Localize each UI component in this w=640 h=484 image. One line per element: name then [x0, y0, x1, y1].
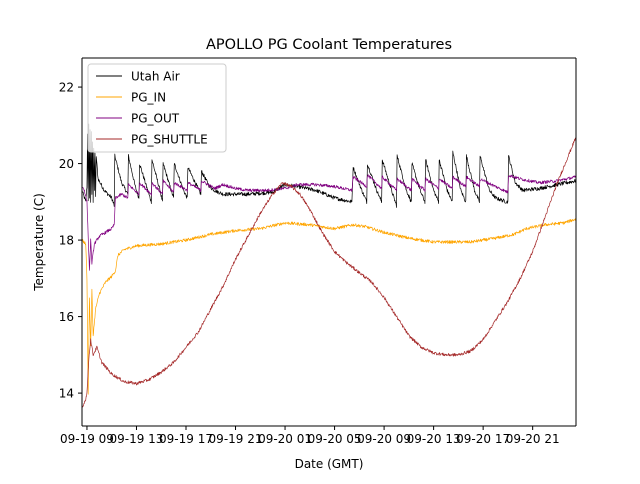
x-tick-label: 09-19 09 [60, 432, 114, 446]
y-tick-label: 14 [59, 387, 74, 401]
x-tick-label: 09-19 21 [209, 432, 263, 446]
x-axis-label: Date (GMT) [295, 457, 364, 471]
series-line-pg-out [82, 174, 576, 271]
series-line-utah-air [82, 123, 576, 208]
legend-label: PG_IN [131, 91, 166, 105]
legend-label: PG_OUT [131, 112, 180, 126]
legend-box [87, 63, 227, 153]
chart-title: APOLLO PG Coolant Temperatures [206, 37, 452, 53]
x-tick-label: 09-20 05 [308, 432, 362, 446]
legend: Utah Air PG_IN PG_OUT PG_SHUTTLE [87, 63, 227, 153]
y-tick-label: 20 [59, 157, 74, 171]
series-line-pg-in [82, 218, 576, 395]
y-axis-label: Temperature (C) [32, 193, 46, 292]
series-layer [82, 123, 576, 409]
x-tick-label: 09-20 09 [357, 432, 411, 446]
y-tick-label: 18 [59, 234, 74, 248]
series-line-pg-shuttle [82, 136, 576, 409]
x-tick-label: 09-20 17 [456, 432, 510, 446]
x-tick-label: 09-20 01 [258, 432, 312, 446]
x-tick-label: 09-19 13 [109, 432, 163, 446]
axes-frame [81, 57, 577, 427]
x-tick-label: 09-19 17 [159, 432, 213, 446]
legend-label: PG_SHUTTLE [131, 133, 208, 147]
legend-label: Utah Air [131, 70, 180, 84]
x-tick-label: 09-20 13 [407, 432, 461, 446]
y-tick-label: 22 [59, 81, 74, 95]
y-tick-label: 16 [59, 310, 74, 324]
y-axis-ticks: 14 16 18 20 22 [59, 81, 82, 401]
x-tick-label: 09-20 21 [506, 432, 560, 446]
